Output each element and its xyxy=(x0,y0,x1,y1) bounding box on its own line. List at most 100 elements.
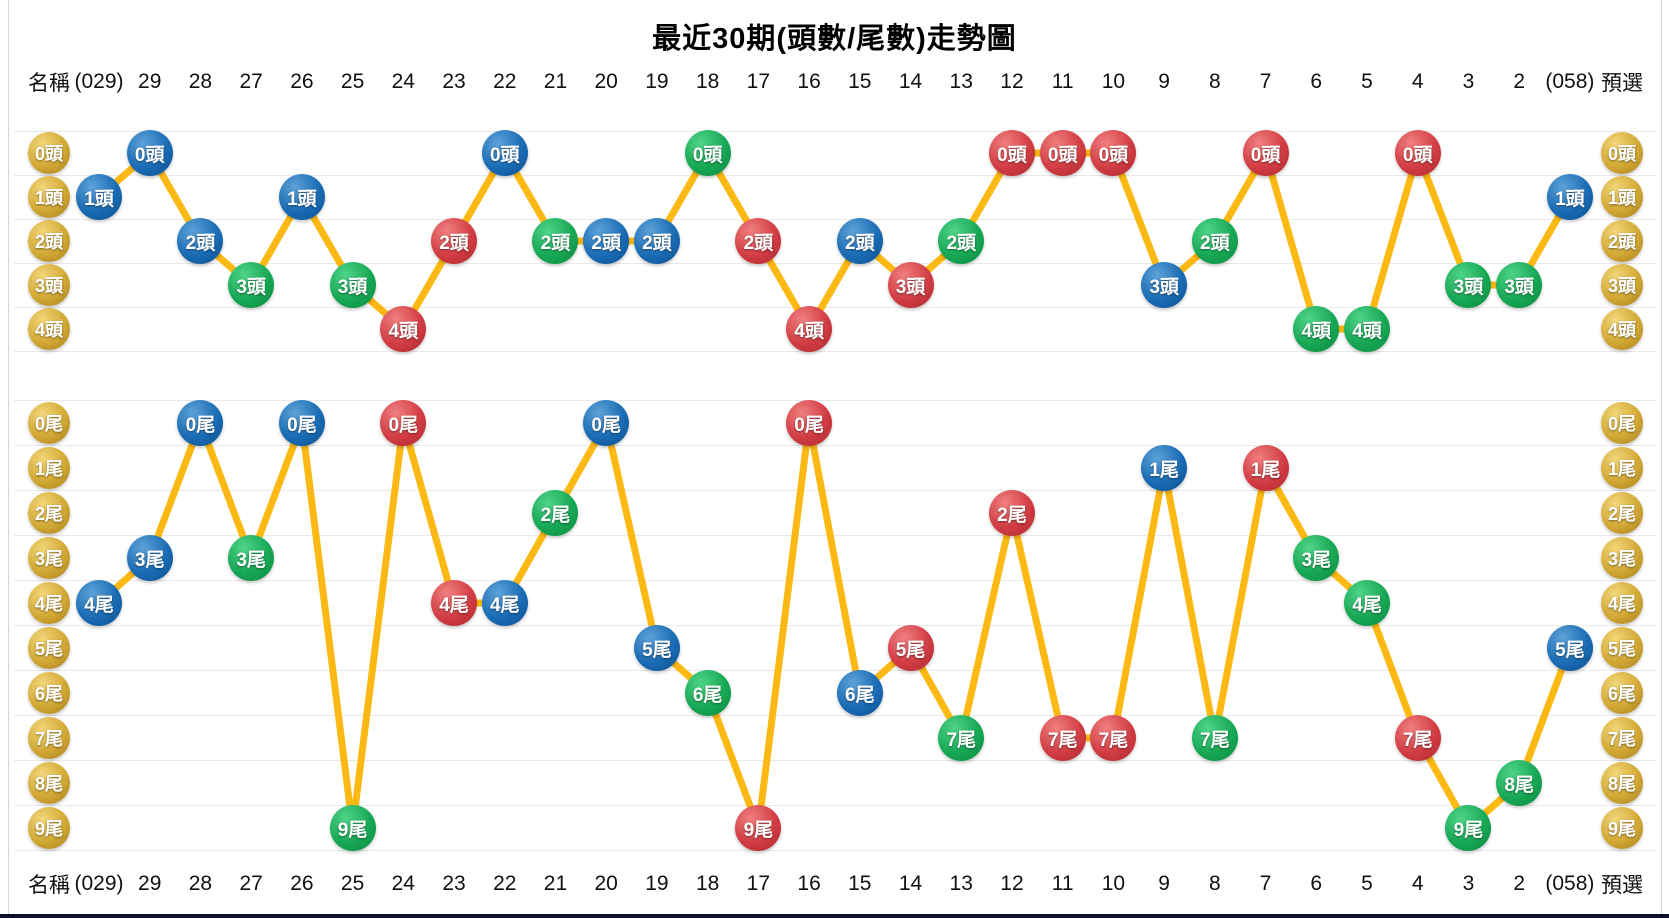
head-dot: 0頭 xyxy=(1242,130,1289,176)
tail-dot: 0尾 xyxy=(583,400,630,446)
head-row-badge-left: 2頭 xyxy=(28,220,70,262)
period-header-label: 8 xyxy=(1208,70,1221,93)
tail-row-badge-left: 9尾 xyxy=(28,807,70,849)
tail-gridline xyxy=(14,490,1656,491)
head-gridline xyxy=(14,351,1656,352)
head-row-badge-right: 3頭 xyxy=(1601,264,1643,306)
head-gridline xyxy=(14,263,1656,264)
period-header-label: 22 xyxy=(493,70,517,93)
period-header-label: 29 xyxy=(138,70,162,93)
page-title: 最近30期(頭數/尾數)走勢圖 xyxy=(652,23,1017,55)
tail-row-badge-left: 3尾 xyxy=(28,537,70,579)
tail-row-badge-right: 7尾 xyxy=(1601,717,1643,759)
period-header-label: 9 xyxy=(1158,70,1170,93)
period-footer-label: 25 xyxy=(340,872,365,895)
tail-row-badge-right: 0尾 xyxy=(1601,402,1643,444)
period-footer-label: 16 xyxy=(797,872,821,895)
period-header-label: 20 xyxy=(594,70,618,93)
tail-gridline xyxy=(14,850,1656,851)
period-header-label: 25 xyxy=(340,70,365,93)
head-gridline xyxy=(14,219,1656,220)
head-row-badge-left: 1頭 xyxy=(28,176,70,218)
tail-dot: 6尾 xyxy=(684,670,731,716)
head-dot: 1頭 xyxy=(278,174,325,220)
tail-row-badge-left: 4尾 xyxy=(28,582,70,624)
period-footer-label: 3 xyxy=(1462,872,1475,895)
period-header-label: 15 xyxy=(848,70,872,93)
tail-row-badge-left: 7尾 xyxy=(28,717,70,759)
period-header-label: 28 xyxy=(188,70,213,93)
tail-dot: 4尾 xyxy=(1344,580,1390,626)
period-header-preselect-label: 預選 xyxy=(1601,72,1643,95)
period-header-label: (029) xyxy=(74,70,124,93)
head-dot: 0頭 xyxy=(684,130,731,176)
period-header-label: 14 xyxy=(898,70,923,93)
head-dot: 0頭 xyxy=(126,130,173,176)
period-footer-label: 22 xyxy=(493,872,517,895)
period-footer-label: 23 xyxy=(442,872,466,895)
tail-row-badge-right: 5尾 xyxy=(1601,627,1643,669)
period-footer-name-label: 名稱 xyxy=(28,874,70,897)
period-header-label: 10 xyxy=(1101,70,1126,93)
period-header-label: 23 xyxy=(442,70,466,93)
period-footer-label: 8 xyxy=(1208,872,1221,895)
period-header-label: 16 xyxy=(797,70,821,93)
period-footer-label: 13 xyxy=(949,872,973,895)
tail-dot: 6尾 xyxy=(836,670,883,716)
head-row-badge-left: 3頭 xyxy=(28,264,70,306)
period-header-label: 4 xyxy=(1411,70,1424,93)
period-header-label: 6 xyxy=(1310,70,1323,93)
head-dot: 2頭 xyxy=(735,218,782,264)
tail-row-badge-right: 2尾 xyxy=(1601,492,1643,534)
tail-gridline xyxy=(14,805,1656,806)
period-footer-label: 28 xyxy=(188,872,213,895)
tail-gridline xyxy=(14,625,1656,626)
period-header-name-label: 名稱 xyxy=(28,72,70,95)
head-dot: 2頭 xyxy=(177,218,224,264)
period-header-label: 12 xyxy=(1000,70,1024,93)
period-footer-label: (029) xyxy=(74,872,124,895)
bottom-border-bar xyxy=(0,914,1669,918)
head-dot: 4頭 xyxy=(786,306,833,352)
left-border-line xyxy=(8,0,9,918)
head-dot: 4頭 xyxy=(380,306,427,352)
period-footer-label: 2 xyxy=(1513,872,1525,895)
period-header-label: 11 xyxy=(1051,70,1074,93)
tail-gridline xyxy=(14,760,1656,761)
head-dot: 3頭 xyxy=(1445,262,1492,308)
period-footer-label: 17 xyxy=(746,872,771,895)
head-dot: 2頭 xyxy=(633,218,680,264)
tail-row-badge-left: 2尾 xyxy=(28,492,70,534)
tail-dot: 2尾 xyxy=(532,490,579,536)
tail-dot: 1尾 xyxy=(1141,445,1188,491)
head-dot: 2頭 xyxy=(938,218,985,264)
head-gridline xyxy=(14,307,1656,308)
tail-dot: 5尾 xyxy=(633,625,680,671)
head-trend-polyline xyxy=(95,149,1574,333)
tail-dot: 0尾 xyxy=(278,400,325,446)
period-footer-label: 18 xyxy=(695,872,720,895)
tail-row-badge-left: 0尾 xyxy=(28,402,70,444)
tail-dot: 7尾 xyxy=(1039,715,1086,761)
tail-row-badge-left: 6尾 xyxy=(28,672,70,714)
period-footer-label: 27 xyxy=(239,872,263,895)
head-dot: 3頭 xyxy=(1141,262,1188,308)
tail-dot: 7尾 xyxy=(1090,715,1137,761)
period-footer-label: 14 xyxy=(898,872,923,895)
period-header-label: 26 xyxy=(290,70,314,93)
head-dot: 4頭 xyxy=(1344,306,1390,352)
tail-dot: 0尾 xyxy=(380,400,427,446)
tail-row-badge-right: 6尾 xyxy=(1601,672,1643,714)
tail-dot: 0尾 xyxy=(177,400,224,446)
head-dot: 2頭 xyxy=(431,218,478,264)
tail-dot: 4尾 xyxy=(76,580,122,626)
period-footer-label: 10 xyxy=(1101,872,1126,895)
head-dot: 1頭 xyxy=(76,174,122,220)
tail-row-badge-right: 4尾 xyxy=(1601,582,1643,624)
tail-row-badge-right: 3尾 xyxy=(1601,537,1643,579)
tail-gridline xyxy=(14,580,1656,581)
head-dot: 0頭 xyxy=(988,130,1035,176)
tail-dot: 4尾 xyxy=(431,580,478,626)
head-dot: 2頭 xyxy=(836,218,883,264)
